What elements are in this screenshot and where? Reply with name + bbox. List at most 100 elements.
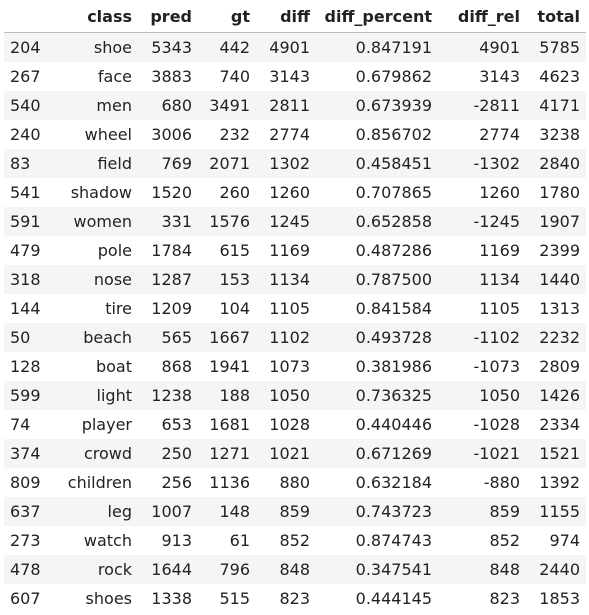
row-index: 240 — [10, 125, 41, 144]
diff-rel-cell: 1169 — [479, 241, 520, 260]
diff-cell: 1021 — [269, 444, 310, 463]
class-cell: watch — [83, 531, 132, 550]
pred-cell: 3006 — [151, 125, 192, 144]
table-header: class pred gt diff diff_percent diff_rel… — [4, 0, 586, 33]
table-row: 809 children 256 1136 880 0.632184 -880 1392 — [4, 468, 586, 497]
dataframe-table: class pred gt diff diff_percent diff_rel… — [4, 0, 586, 613]
total-cell: 1440 — [539, 270, 580, 289]
total-cell: 1313 — [539, 299, 580, 318]
diff-rel-cell: 4901 — [479, 38, 520, 57]
total-cell: 974 — [549, 531, 580, 550]
table-row: 591 women 331 1576 1245 0.652858 -1245 1907 — [4, 207, 586, 236]
diff-percent-cell: 0.856702 — [355, 125, 432, 144]
total-cell: 1426 — [539, 386, 580, 405]
pred-cell: 1644 — [151, 560, 192, 579]
pred-cell: 680 — [161, 96, 192, 115]
diff-cell: 859 — [279, 502, 310, 521]
class-cell: crowd — [83, 444, 132, 463]
class-cell: women — [73, 212, 132, 231]
table-row: 479 pole 1784 615 1169 0.487286 1169 2399 — [4, 236, 586, 265]
total-cell: 2809 — [539, 357, 580, 376]
diff-cell: 852 — [279, 531, 310, 550]
row-index: 540 — [10, 96, 41, 115]
class-cell: light — [96, 386, 132, 405]
class-cell: wheel — [84, 125, 132, 144]
class-cell: nose — [93, 270, 132, 289]
gt-cell: 1681 — [209, 415, 250, 434]
class-cell: beach — [83, 328, 132, 347]
pred-cell: 250 — [161, 444, 192, 463]
row-index: 809 — [10, 473, 41, 492]
pred-cell: 868 — [161, 357, 192, 376]
diff-rel-cell: 859 — [489, 502, 520, 521]
diff-rel-cell: 1260 — [479, 183, 520, 202]
diff-rel-cell: 1134 — [479, 270, 520, 289]
class-cell: shoes — [85, 589, 132, 608]
pred-cell: 1520 — [151, 183, 192, 202]
diff-rel-cell: -1021 — [473, 444, 521, 463]
gt-cell: 1271 — [209, 444, 250, 463]
diff-cell: 1302 — [269, 154, 310, 173]
diff-percent-cell: 0.679862 — [355, 67, 432, 86]
table-row: 541 shadow 1520 260 1260 0.707865 1260 1780 — [4, 178, 586, 207]
diff-percent-cell: 0.841584 — [355, 299, 432, 318]
diff-rel-cell: -1302 — [473, 154, 521, 173]
class-cell: pole — [97, 241, 132, 260]
column-header-index — [4, 0, 48, 33]
row-index: 318 — [10, 270, 41, 289]
gt-cell: 3491 — [209, 96, 250, 115]
table-body: 204 shoe 5343 442 4901 0.847191 4901 5785 267 fac… — [4, 32, 586, 613]
pred-cell: 913 — [161, 531, 192, 550]
table-row: 128 boat 868 1941 1073 0.381986 -1073 2809 — [4, 352, 586, 381]
gt-cell: 515 — [219, 589, 250, 608]
pred-cell: 1238 — [151, 386, 192, 405]
diff-rel-cell: -2811 — [473, 96, 521, 115]
class-cell: leg — [107, 502, 132, 521]
table-row: 607 shoes 1338 515 823 0.444145 823 1853 — [4, 584, 586, 613]
table-row: 273 watch 913 61 852 0.874743 852 974 — [4, 526, 586, 555]
pred-cell: 565 — [161, 328, 192, 347]
diff-percent-cell: 0.743723 — [355, 502, 432, 521]
total-cell: 4623 — [539, 67, 580, 86]
diff-percent-cell: 0.736325 — [355, 386, 432, 405]
table-row: 478 rock 1644 796 848 0.347541 848 2440 — [4, 555, 586, 584]
total-cell: 4171 — [539, 96, 580, 115]
diff-cell: 1260 — [269, 183, 310, 202]
diff-rel-cell: 823 — [489, 589, 520, 608]
row-index: 479 — [10, 241, 41, 260]
gt-cell: 153 — [219, 270, 250, 289]
gt-cell: 260 — [219, 183, 250, 202]
pred-cell: 256 — [161, 473, 192, 492]
diff-cell: 823 — [279, 589, 310, 608]
pred-cell: 331 — [161, 212, 192, 231]
diff-rel-cell: 852 — [489, 531, 520, 550]
header-row: class pred gt diff diff_percent diff_rel… — [4, 0, 586, 33]
column-header-diff: diff — [256, 0, 316, 33]
class-cell: player — [81, 415, 132, 434]
gt-cell: 1136 — [209, 473, 250, 492]
pred-cell: 1007 — [151, 502, 192, 521]
class-cell: boat — [95, 357, 132, 376]
class-cell: face — [97, 67, 132, 86]
diff-percent-cell: 0.787500 — [355, 270, 432, 289]
gt-cell: 61 — [229, 531, 250, 550]
total-cell: 5785 — [539, 38, 580, 57]
total-cell: 2334 — [539, 415, 580, 434]
total-cell: 1521 — [539, 444, 580, 463]
diff-percent-cell: 0.458451 — [355, 154, 432, 173]
class-cell: rock — [97, 560, 132, 579]
total-cell: 1780 — [539, 183, 580, 202]
table-row: 204 shoe 5343 442 4901 0.847191 4901 5785 — [4, 32, 586, 62]
gt-cell: 1667 — [209, 328, 250, 347]
pred-cell: 1338 — [151, 589, 192, 608]
row-index: 637 — [10, 502, 41, 521]
diff-cell: 1050 — [269, 386, 310, 405]
diff-percent-cell: 0.493728 — [355, 328, 432, 347]
row-index: 267 — [10, 67, 41, 86]
diff-cell: 3143 — [269, 67, 310, 86]
row-index: 144 — [10, 299, 41, 318]
pred-cell: 1287 — [151, 270, 192, 289]
row-index: 607 — [10, 589, 41, 608]
total-cell: 1392 — [539, 473, 580, 492]
pred-cell: 1784 — [151, 241, 192, 260]
